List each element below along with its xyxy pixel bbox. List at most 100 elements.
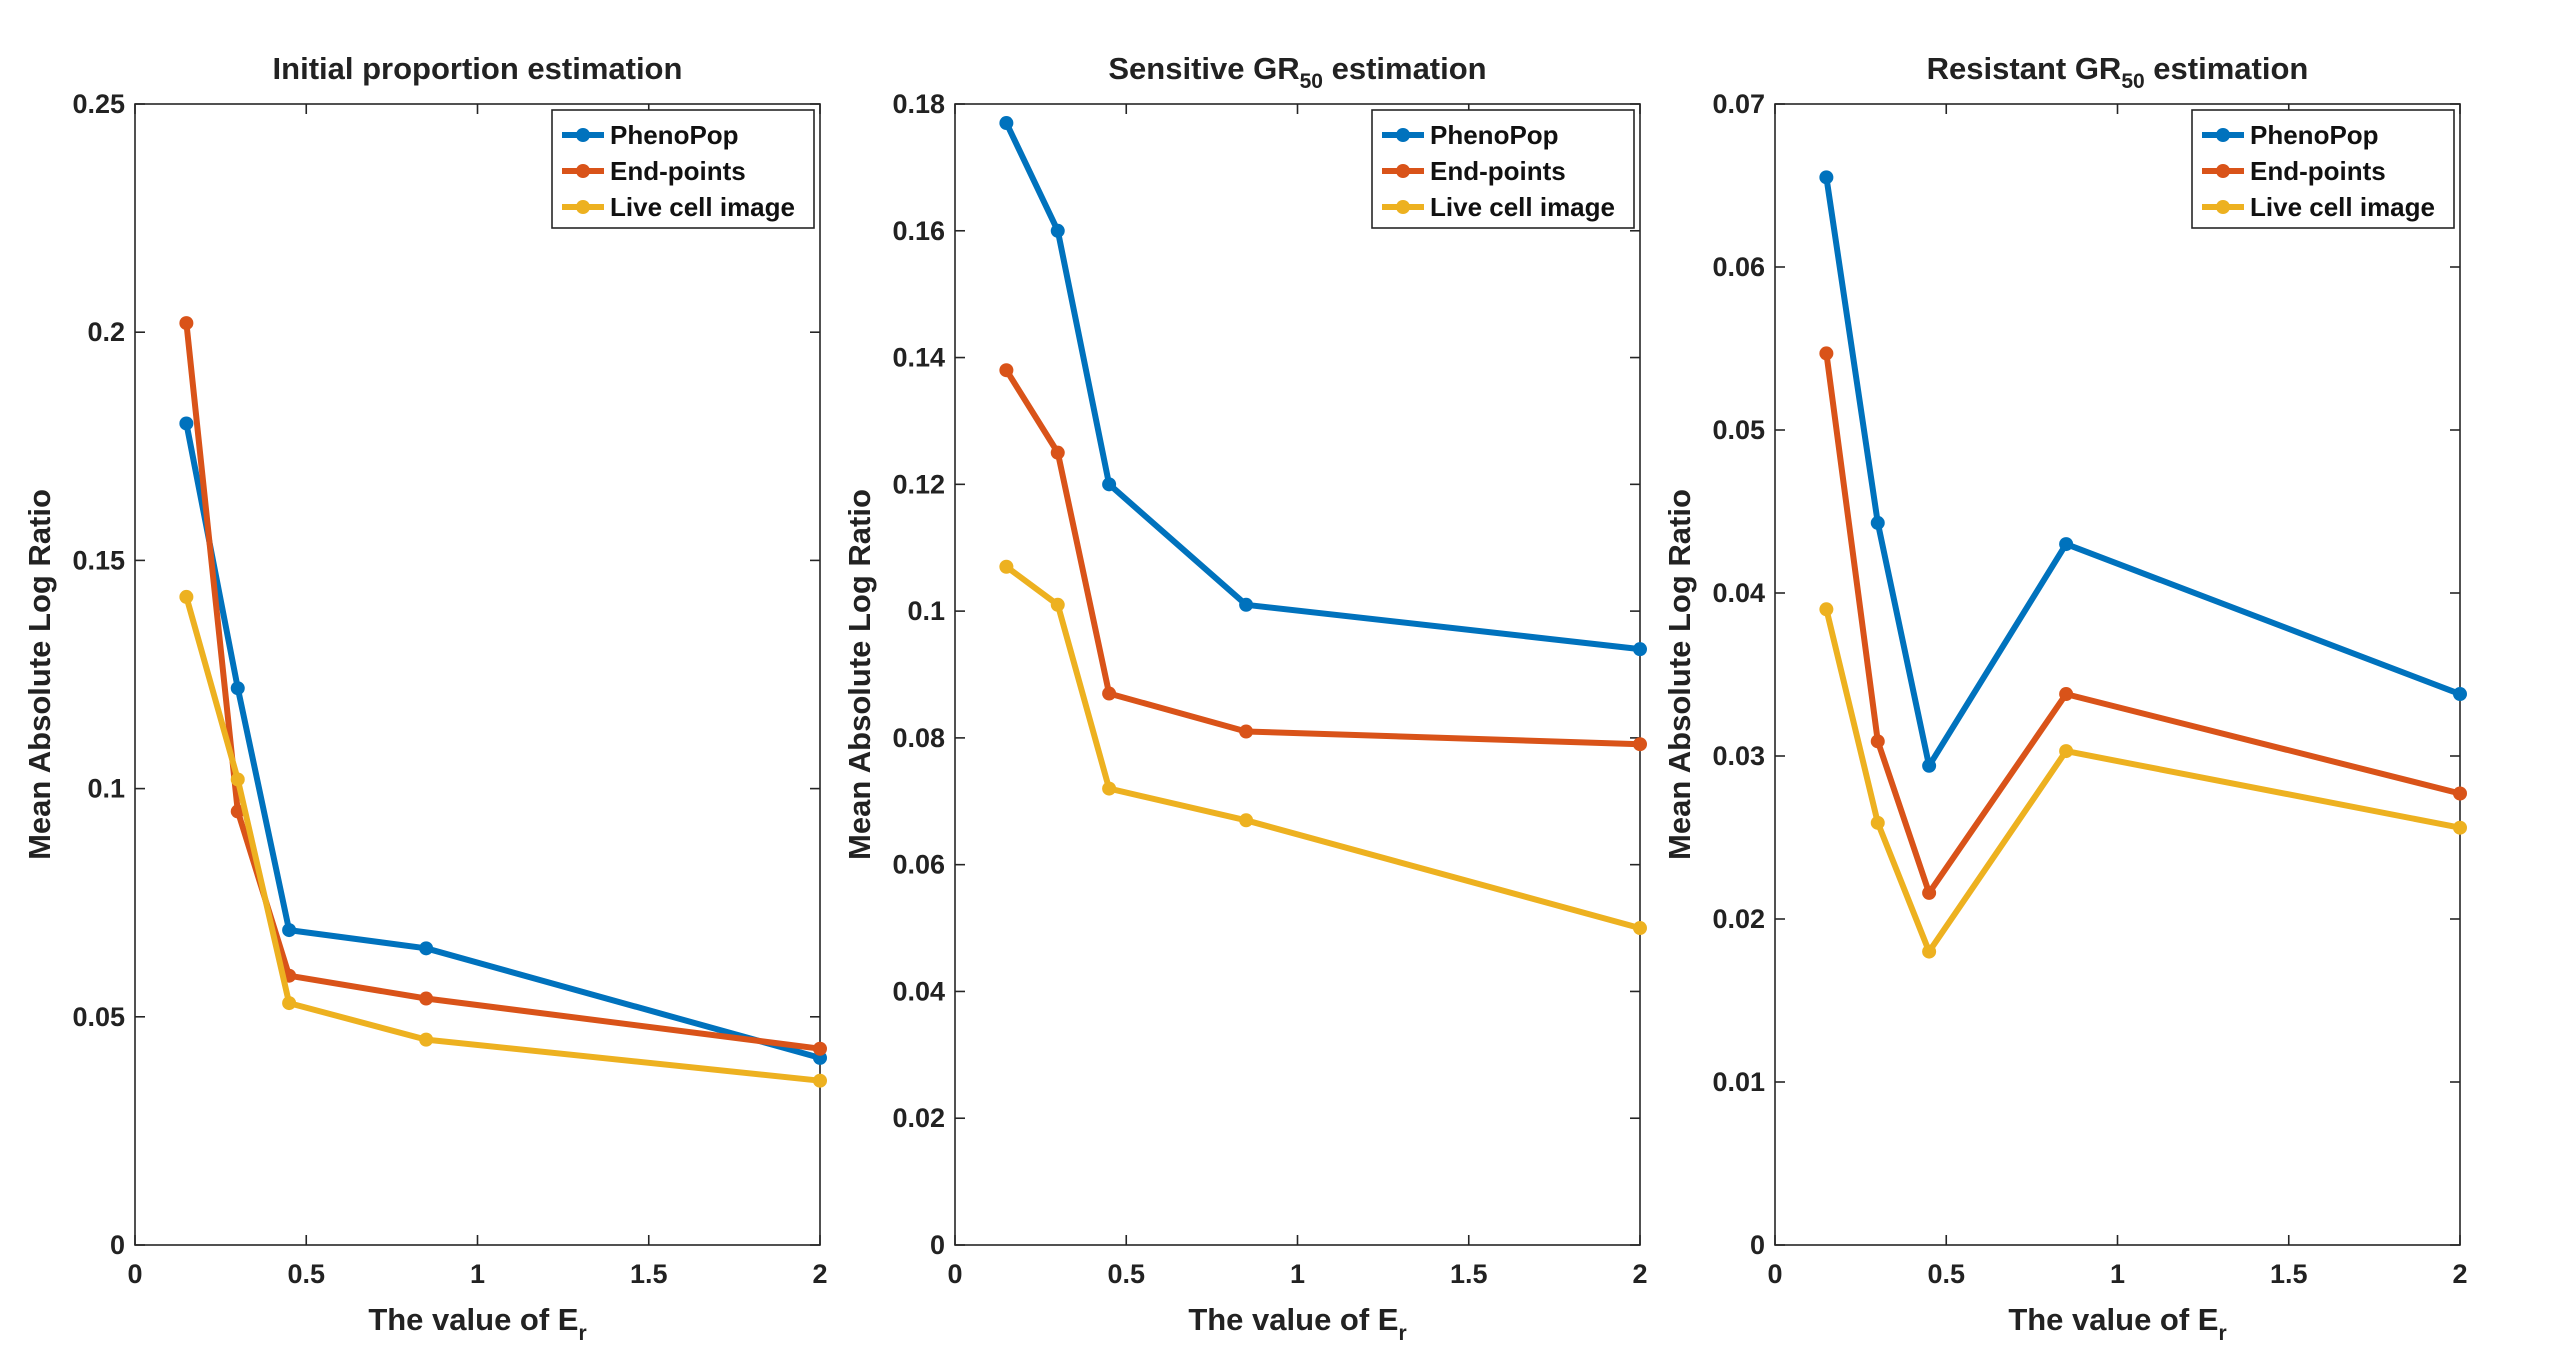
legend-marker bbox=[576, 128, 590, 142]
y-tick-label: 0.01 bbox=[1712, 1067, 1765, 1097]
x-tick-label: 0.5 bbox=[1107, 1259, 1145, 1289]
x-tick-label: 1 bbox=[1290, 1259, 1305, 1289]
x-tick-label: 2 bbox=[1632, 1259, 1647, 1289]
y-tick-label: 0.02 bbox=[1712, 904, 1765, 934]
x-tick-label: 1.5 bbox=[630, 1259, 668, 1289]
y-tick-label: 0.03 bbox=[1712, 741, 1765, 771]
data-point bbox=[1870, 815, 1885, 830]
x-tick-label: 0 bbox=[947, 1259, 962, 1289]
y-tick-label: 0.14 bbox=[892, 343, 945, 373]
data-point bbox=[2059, 537, 2074, 552]
data-point bbox=[1870, 734, 1885, 749]
y-tick-label: 0.04 bbox=[1712, 578, 1765, 608]
x-tick-label: 0.5 bbox=[287, 1259, 325, 1289]
legend-label: Live cell image bbox=[610, 192, 795, 222]
data-point bbox=[1870, 515, 1885, 530]
legend-marker bbox=[1396, 200, 1410, 214]
data-point bbox=[230, 681, 245, 696]
data-point bbox=[1102, 686, 1117, 701]
y-tick-label: 0.06 bbox=[892, 850, 945, 880]
data-point bbox=[999, 116, 1014, 131]
x-tick-label: 2 bbox=[812, 1259, 827, 1289]
chart-panel-2: 0 0.02 0.04 0.06 0.08 0.1 0.12 0.14 0.16 0.18 0 0.5… bbox=[842, 51, 1648, 1345]
legend-marker bbox=[2216, 128, 2230, 142]
data-point bbox=[1922, 885, 1937, 900]
data-point bbox=[179, 416, 194, 431]
data-point bbox=[230, 772, 245, 787]
legend-marker bbox=[1396, 164, 1410, 178]
legend-marker bbox=[576, 200, 590, 214]
y-tick-label: 0.1 bbox=[87, 774, 125, 804]
legend-marker bbox=[2216, 200, 2230, 214]
x-tick-label: 1.5 bbox=[2270, 1259, 2308, 1289]
data-point bbox=[2059, 687, 2074, 702]
legend-label: PhenoPop bbox=[1430, 120, 1559, 150]
y-axis-label: Mean Absolute Log Ratio bbox=[22, 489, 57, 860]
data-point bbox=[1633, 737, 1647, 752]
data-point bbox=[1050, 223, 1065, 238]
legend-marker bbox=[2216, 164, 2230, 178]
y-tick-label: 0.12 bbox=[892, 469, 945, 499]
data-point bbox=[179, 316, 194, 331]
y-tick-label: 0.02 bbox=[892, 1103, 945, 1133]
data-point bbox=[179, 589, 194, 604]
chart-panel-3: 0 0.01 0.02 0.03 0.04 0.05 0.06 0.07 0 0.5 1 1.5 2 Re… bbox=[1662, 51, 2468, 1345]
data-point bbox=[813, 1073, 827, 1088]
data-point bbox=[1239, 724, 1254, 739]
y-tick-label: 0.25 bbox=[72, 89, 125, 119]
x-tick-label: 1.5 bbox=[1450, 1259, 1488, 1289]
data-point bbox=[419, 1032, 434, 1047]
legend: PhenoPop End-points Live cell image bbox=[2191, 109, 2455, 229]
y-tick-label: 0 bbox=[1750, 1230, 1765, 1260]
data-point bbox=[813, 1041, 827, 1056]
legend-label: PhenoPop bbox=[610, 120, 739, 150]
legend-label: Live cell image bbox=[1430, 192, 1615, 222]
chart-title: Resistant GR50 estimation bbox=[1927, 51, 2309, 93]
x-tick-label: 0 bbox=[1767, 1259, 1782, 1289]
legend-label: End-points bbox=[1430, 156, 1566, 186]
plot-frame bbox=[954, 103, 1641, 1246]
legend-marker bbox=[1396, 128, 1410, 142]
legend: PhenoPop End-points Live cell image bbox=[551, 109, 815, 229]
y-tick-label: 0 bbox=[110, 1230, 125, 1260]
y-tick-label: 0 bbox=[930, 1230, 945, 1260]
data-point bbox=[1922, 944, 1937, 959]
legend-label: PhenoPop bbox=[2250, 120, 2379, 150]
x-axis-label: The value of Er bbox=[1188, 1302, 1406, 1345]
plot-frame bbox=[134, 103, 821, 1246]
data-point bbox=[2453, 820, 2467, 835]
plot-frame bbox=[1774, 103, 2461, 1246]
data-point bbox=[282, 923, 297, 938]
data-point bbox=[419, 941, 434, 956]
x-tick-label: 0.5 bbox=[1927, 1259, 1965, 1289]
data-point bbox=[1239, 813, 1254, 828]
y-tick-label: 0.15 bbox=[72, 545, 125, 575]
data-point bbox=[1922, 758, 1937, 773]
data-point bbox=[1633, 642, 1647, 657]
x-tick-label: 1 bbox=[470, 1259, 485, 1289]
legend-label: End-points bbox=[610, 156, 746, 186]
legend-marker bbox=[576, 164, 590, 178]
y-tick-label: 0.18 bbox=[892, 89, 945, 119]
y-tick-label: 0.16 bbox=[892, 216, 945, 246]
y-tick-label: 0.05 bbox=[72, 1002, 125, 1032]
chart-panel-1: 0 0.05 0.1 0.15 0.2 0.25 0 0.5 1 1.5 2 Initial prop… bbox=[22, 51, 828, 1345]
y-axis-label: Mean Absolute Log Ratio bbox=[1662, 489, 1697, 860]
data-point bbox=[2453, 687, 2467, 702]
data-point bbox=[1050, 597, 1065, 612]
data-point bbox=[1633, 921, 1647, 936]
data-point bbox=[419, 991, 434, 1006]
x-tick-label: 1 bbox=[2110, 1259, 2125, 1289]
legend-label: Live cell image bbox=[2250, 192, 2435, 222]
legend: PhenoPop End-points Live cell image bbox=[1371, 109, 1635, 229]
y-axis-label: Mean Absolute Log Ratio bbox=[842, 489, 877, 860]
y-tick-label: 0.08 bbox=[892, 723, 945, 753]
data-point bbox=[2453, 786, 2467, 801]
data-point bbox=[1102, 781, 1117, 796]
data-point bbox=[1102, 477, 1117, 492]
chart-title: Sensitive GR50 estimation bbox=[1108, 51, 1486, 93]
chart-title: Initial proportion estimation bbox=[273, 51, 683, 86]
y-tick-label: 0.2 bbox=[87, 317, 125, 347]
data-point bbox=[2059, 744, 2074, 759]
